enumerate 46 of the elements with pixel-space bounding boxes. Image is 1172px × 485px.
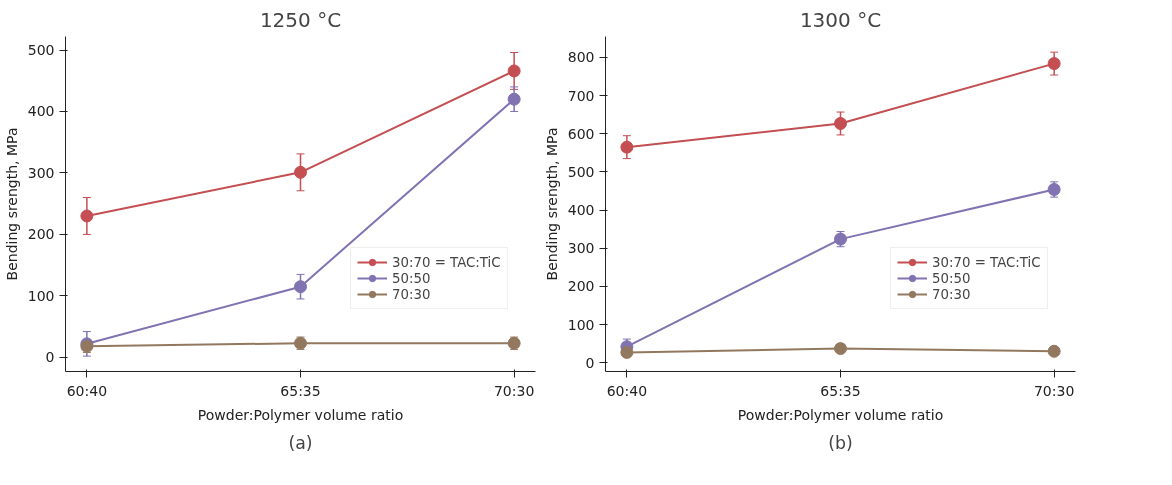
point [834, 117, 847, 130]
point [620, 140, 634, 154]
x-tick-label: 70:30 [493, 382, 535, 399]
legend-label: 30:70 = TAC:TiC [392, 254, 501, 270]
legend-label: 50:50 [392, 270, 431, 286]
legend-label: 70:30 [392, 286, 431, 302]
text: (a) [288, 432, 313, 453]
legend-label: 70:30 [932, 286, 971, 302]
point [507, 92, 521, 106]
text: (b) [828, 432, 853, 453]
y-tick-label: 300 [567, 240, 595, 257]
y-tick-label: 0 [585, 354, 595, 371]
x-tick-label: 60:40 [66, 382, 108, 399]
y-tick-label: 400 [567, 202, 595, 219]
point [834, 342, 847, 356]
y-axis-title: Bending srength, MPa [543, 127, 560, 281]
chart-title: 1250 °C [259, 7, 342, 32]
y-tick-label: 200 [567, 278, 595, 295]
y-tick-label: 200 [27, 226, 55, 243]
point [1047, 344, 1061, 358]
y-tick-label: 700 [567, 87, 595, 104]
x-tick-label: 70:30 [1033, 382, 1075, 399]
y-tick-label: 300 [27, 164, 55, 181]
point [294, 280, 307, 294]
y-tick-label: 800 [567, 49, 595, 66]
y-axis-title: Bending srength, MPa [3, 127, 20, 281]
point [80, 209, 94, 223]
y-tick-label: 500 [27, 42, 55, 59]
point [620, 345, 634, 359]
y-tick-label: 400 [27, 103, 55, 120]
x-tick-label: 65:35 [280, 382, 321, 399]
x-tick-label: 60:40 [606, 382, 648, 399]
y-tick-label: 500 [567, 163, 595, 180]
x-tick-label: 65:35 [820, 382, 861, 399]
chart-title: 1300 °C [799, 7, 882, 32]
point [507, 64, 521, 78]
x-axis-title: Powder:Polymer volume ratio [197, 406, 404, 423]
y-tick-label: 100 [27, 287, 55, 304]
point [1047, 57, 1061, 71]
x-axis-title: Powder:Polymer volume ratio [737, 406, 944, 423]
y-tick-label: 600 [567, 125, 595, 142]
y-tick-label: 0 [45, 349, 55, 366]
legend-label: 50:50 [932, 270, 971, 286]
y-tick-label: 100 [567, 316, 595, 333]
point [294, 165, 307, 179]
legend-label: 30:70 = TAC:TiC [932, 254, 1041, 270]
